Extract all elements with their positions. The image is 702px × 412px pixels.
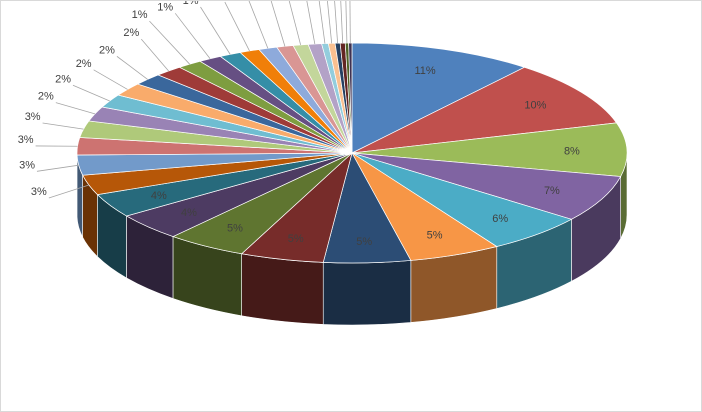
pie-side-walls <box>76 152 628 326</box>
pie-slice-3 <box>351 122 628 177</box>
pie-slice-1 <box>351 42 526 154</box>
data-labels: 11%10%8%7%6%5%5%5%5%4%4%3%3%3%3%2%2%2%2%… <box>18 1 580 248</box>
data-label-4: 7% <box>544 185 560 197</box>
leader-line-16 <box>55 102 96 115</box>
data-label-17: 2% <box>55 73 71 85</box>
data-label-15: 3% <box>25 111 41 123</box>
data-label-22: 1% <box>157 1 173 13</box>
leader-line-19 <box>116 56 148 80</box>
data-label-21: 1% <box>132 9 148 21</box>
data-label-20: 2% <box>123 27 139 39</box>
data-label-2: 10% <box>524 99 546 111</box>
data-label-10: 4% <box>181 207 197 219</box>
data-label-6: 5% <box>427 230 443 242</box>
leader-line-29 <box>318 1 326 44</box>
pie-top-faces <box>76 42 628 264</box>
data-label-16: 2% <box>38 91 54 103</box>
data-label-3: 8% <box>564 145 580 157</box>
data-label-14: 3% <box>18 134 34 146</box>
data-label-23: 1% <box>183 1 199 7</box>
leader-line-24 <box>224 1 250 52</box>
data-label-19: 2% <box>99 44 115 56</box>
pie-slice-2 <box>351 66 618 154</box>
data-label-11: 4% <box>151 190 167 202</box>
data-label-13: 3% <box>19 159 35 171</box>
data-label-24: 1% <box>207 1 223 2</box>
leader-line-20 <box>140 38 169 72</box>
leader-line-23 <box>200 6 231 55</box>
leader-line-33 <box>345 1 348 44</box>
data-label-18: 2% <box>76 58 92 70</box>
leader-line-13 <box>36 164 79 172</box>
leader-line-21 <box>149 20 190 65</box>
data-label-1: 11% <box>414 65 435 77</box>
pie-slice-4 <box>351 152 622 220</box>
leader-line-28 <box>306 1 316 45</box>
leader-line-15 <box>42 122 84 130</box>
leader-line-30 <box>327 1 333 44</box>
pie-slice-side-8 <box>241 253 324 325</box>
leader-line-17 <box>72 84 110 102</box>
leader-line-31 <box>334 1 339 44</box>
leader-line-22 <box>174 13 211 60</box>
data-label-8: 5% <box>288 233 304 245</box>
leader-line-25 <box>248 1 269 49</box>
data-label-7: 5% <box>356 236 372 248</box>
leader-line-12 <box>48 184 90 199</box>
leader-line-18 <box>93 69 128 90</box>
leader-line-27 <box>288 1 302 46</box>
leader-line-32 <box>340 1 344 44</box>
leader-lines <box>35 1 351 199</box>
pie-slice-side-7 <box>322 260 412 326</box>
data-label-12: 3% <box>31 186 47 198</box>
leader-line-26 <box>270 1 286 47</box>
data-label-9: 5% <box>227 223 243 235</box>
data-label-5: 6% <box>492 213 508 225</box>
